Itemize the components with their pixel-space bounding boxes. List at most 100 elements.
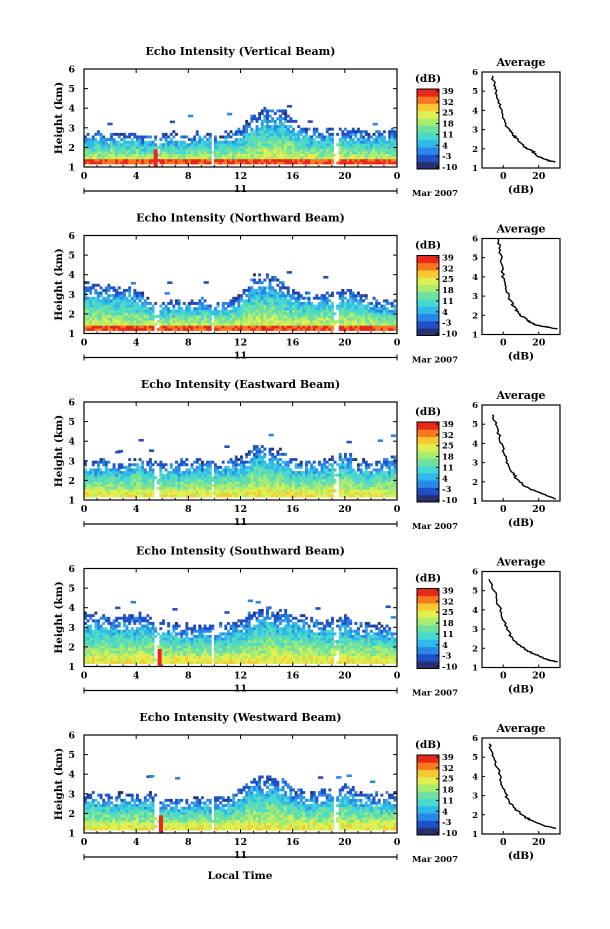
avg-y-tick-label: 2	[472, 311, 478, 321]
y-tick-label: 2	[68, 143, 75, 154]
y-tick-label: 3	[68, 456, 75, 467]
avg-x-tick-label: 20	[532, 671, 546, 682]
colorbar-segment	[417, 154, 439, 163]
colorbar-segment	[417, 610, 439, 618]
x-tick-label: 20	[338, 671, 352, 682]
colorbar-tick-label: -10	[442, 829, 457, 839]
colorbar-tick-label: 18	[442, 786, 454, 796]
y-tick-label: 2	[68, 809, 75, 820]
colorbar-tick-label: 4	[442, 474, 448, 484]
y-tick-label: 5	[68, 417, 75, 428]
avg-y-tick-label: 2	[472, 145, 478, 155]
avg-y-tick-label: 4	[472, 273, 478, 283]
x-tick-label: 0	[394, 837, 401, 848]
average-profile-line	[490, 75, 556, 163]
avg-y-tick-label: 4	[472, 106, 478, 116]
colorbar-frame	[416, 421, 440, 503]
avg-y-tick-label: 3	[472, 292, 478, 302]
colorbar-segment	[417, 422, 439, 430]
x-tick-label: 12	[234, 338, 247, 349]
colorbar-tick-label: 39	[442, 753, 454, 763]
colorbar-segment	[417, 776, 439, 785]
average-frame	[481, 237, 561, 336]
colorbar-segment	[417, 89, 439, 97]
colorbar-segment	[417, 443, 439, 452]
y-tick-label: 6	[68, 731, 75, 742]
colorbar-segment	[417, 306, 439, 315]
colorbar-segment	[417, 661, 439, 669]
colorbar-frame	[416, 255, 440, 336]
hot-spot	[157, 648, 162, 667]
colorbar-tick-label: 32	[442, 764, 454, 774]
x-tick-label: 0	[81, 171, 88, 182]
colorbar-tick-label: 25	[442, 442, 454, 452]
average-title: Average	[495, 556, 545, 569]
y-tick-label: 3	[68, 623, 75, 634]
colorbar-segment	[417, 595, 439, 604]
colorbar-segment	[417, 646, 439, 655]
x-tick-label: 4	[133, 171, 140, 182]
colorbar-tick-label: -3	[442, 319, 452, 329]
y-tick-label: 5	[68, 84, 75, 95]
avg-x-tick-label: 20	[532, 837, 546, 848]
avg-y-tick-label: 2	[472, 478, 478, 488]
y-tick-label: 1	[68, 329, 75, 340]
x-tick-label: 8	[185, 338, 192, 349]
colorbar-tick-label: 25	[442, 608, 454, 618]
avg-y-tick-label: 6	[472, 734, 478, 744]
y-axis-label: Height (km)	[53, 581, 65, 653]
average-xlabel: (dB)	[508, 351, 534, 363]
colorbar-segment	[417, 465, 439, 474]
colorbar-tick-label: 39	[442, 420, 454, 430]
avg-y-tick-label: 1	[472, 164, 478, 174]
colorbar-segment	[417, 451, 439, 459]
avg-y-tick-label: 1	[472, 331, 478, 341]
colorbar-segment	[417, 110, 439, 119]
y-tick-label: 2	[68, 309, 75, 320]
colorbar-tick-label: 11	[442, 130, 454, 140]
colorbar-tick-label: 32	[442, 264, 454, 274]
colorbar-segment	[417, 96, 439, 104]
colorbar-segment	[417, 805, 439, 814]
average-title: Average	[495, 722, 545, 735]
colorbar-segment	[417, 262, 439, 271]
y-tick-label: 5	[68, 750, 75, 761]
colorbar-segment	[417, 436, 439, 445]
avg-y-tick-label: 6	[472, 235, 478, 245]
panel-title: Echo Intensity (Northward Beam)	[136, 212, 345, 225]
colorbar-segment	[417, 472, 439, 481]
x-tick-label: 20	[338, 504, 352, 515]
avg-y-tick-label: 3	[472, 459, 478, 469]
colorbar-segment	[417, 429, 439, 437]
colorbar-segment	[417, 103, 439, 112]
x-tick-label: 0	[394, 671, 401, 682]
y-tick-label: 6	[68, 65, 75, 76]
day-label: 11	[234, 517, 247, 528]
y-tick-label: 6	[68, 564, 75, 575]
average-frame	[481, 737, 561, 835]
colorbar-tick-label: 4	[442, 141, 448, 151]
colorbar-unit: (dB)	[415, 406, 441, 418]
avg-y-tick-label: 4	[472, 772, 478, 782]
panel-title: Echo Intensity (Westward Beam)	[139, 711, 341, 724]
y-tick-label: 6	[68, 398, 75, 409]
colorbar-segment	[417, 320, 439, 329]
avg-y-tick-label: 5	[472, 254, 478, 264]
avg-y-tick-label: 3	[472, 625, 478, 635]
y-tick-label: 5	[68, 584, 75, 595]
avg-x-tick-label: 0	[500, 837, 507, 848]
colorbar-tick-label: -10	[442, 663, 457, 673]
x-tick-label: 12	[234, 171, 247, 182]
y-tick-label: 1	[68, 662, 75, 673]
colorbar-tick-label: 11	[442, 796, 454, 806]
colorbar-segment	[417, 132, 439, 141]
colorbar-tick-label: 25	[442, 775, 454, 785]
average-title: Average	[495, 389, 545, 402]
colorbar-segment	[417, 494, 439, 503]
colorbar-tick-label: 32	[442, 98, 454, 108]
y-tick-label: 5	[68, 251, 75, 262]
colorbar-tick-label: 4	[442, 641, 448, 651]
